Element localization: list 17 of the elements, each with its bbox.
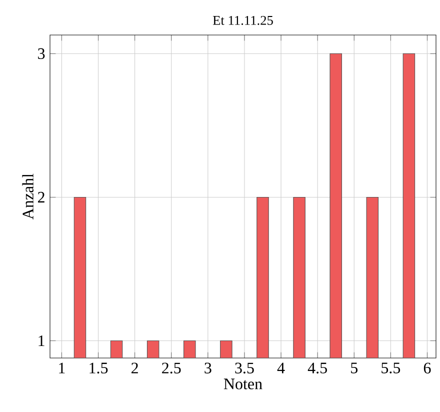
y-tick-label: 1 — [38, 335, 44, 346]
x-tick-label: 1 — [59, 362, 65, 374]
x-tick-label: 4.5 — [308, 362, 327, 374]
x-tick-label: 4 — [277, 362, 285, 374]
y-tick-label: 3 — [38, 48, 45, 60]
y-tick-label: 2 — [38, 192, 44, 203]
x-tick-label: 2 — [132, 362, 138, 374]
chart-title: Et 11.11.25 — [212, 16, 273, 25]
x-tick-label: 3.5 — [235, 362, 254, 374]
x-axis-title: Noten — [224, 378, 262, 390]
x-tick-label: 2.5 — [162, 362, 181, 374]
x-tick-label: 5 — [351, 362, 358, 374]
x-tick-label: 5.5 — [382, 362, 400, 374]
x-tick-label: 1.5 — [90, 362, 108, 374]
x-tick-label: 3 — [204, 362, 212, 374]
y-axis-title: Anzahl — [22, 174, 34, 220]
x-tick-label: 6 — [424, 362, 431, 374]
